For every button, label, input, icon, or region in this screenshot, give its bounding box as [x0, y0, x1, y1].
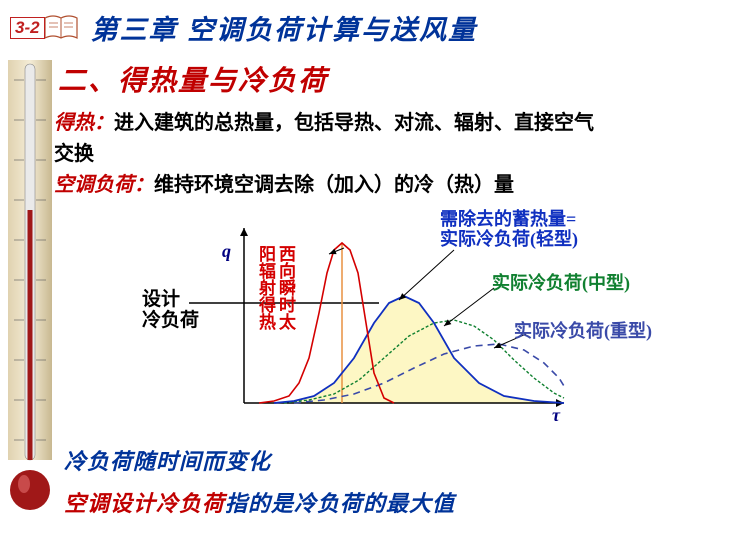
cooling-load-chart: q τ 设计 冷负荷 西 向 瞬 时 太 阳 辐 射 得 热 需除去的蓄热量= …	[134, 208, 694, 438]
term-label: 得热：	[54, 112, 114, 134]
label-blue-curve: 需除去的蓄热量= 实际冷负荷(轻型)	[440, 210, 578, 250]
footnote-1: 冷负荷随时间而变化	[64, 444, 727, 476]
axis-label-tau: τ	[552, 406, 560, 426]
footnote-2: 空调设计冷负荷指的是冷负荷的最大值	[64, 486, 727, 518]
footnote-2-red: 空调设计冷负荷	[64, 491, 225, 516]
thermometer-graphic	[8, 60, 52, 530]
term-label: 空调负荷：	[54, 174, 154, 196]
chapter-badge: 3-2	[10, 14, 79, 42]
chapter-title: 第三章 空调负荷计算与送风量	[91, 8, 478, 47]
badge-number: 3-2	[10, 17, 45, 39]
slide-content: 二、得热量与冷负荷 得热：进入建筑的总热量，包括导热、对流、辐射、直接空气 交换…	[48, 51, 747, 518]
section-subtitle: 二、得热量与冷负荷	[58, 59, 727, 99]
slide-header: 3-2 第三章 空调负荷计算与送风量	[0, 0, 747, 51]
label-green-curve: 实际冷负荷(中型)	[492, 274, 630, 294]
term-text: 维持环境空调去除（加入）的冷（热）量	[154, 174, 514, 196]
label-red-curve: 西 向 瞬 时 太	[279, 246, 296, 331]
label-dashed-curve: 实际冷负荷(重型)	[514, 322, 652, 342]
label-design-load: 设计 冷负荷	[142, 290, 199, 332]
definition-line-1: 得热：进入建筑的总热量，包括导热、对流、辐射、直接空气	[54, 109, 727, 138]
thermometer-icon	[8, 60, 52, 530]
footnote-2-rest: 指的是冷负荷的最大值	[225, 491, 455, 516]
definition-line-2: 空调负荷：维持环境空调去除（加入）的冷（热）量	[54, 171, 727, 200]
term-text: 进入建筑的总热量，包括导热、对流、辐射、直接空气	[114, 112, 594, 134]
label-red-curve-2: 阳 辐 射 得 热	[259, 246, 276, 331]
book-icon	[43, 14, 79, 42]
definition-line-1-cont: 交换	[54, 140, 727, 169]
axis-label-q: q	[222, 242, 231, 262]
